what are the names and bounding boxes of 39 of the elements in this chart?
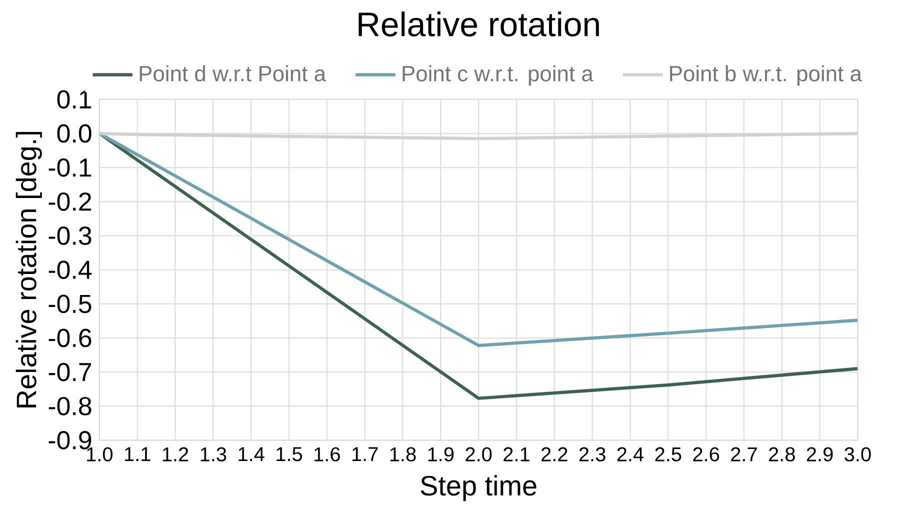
x-tick-label: 3.0 bbox=[844, 447, 871, 462]
y-tick-label: -0.7 bbox=[48, 363, 92, 382]
line-series bbox=[99, 132, 858, 348]
x-tick-label: 2.0 bbox=[466, 447, 492, 462]
x-tick-label: 1.1 bbox=[124, 447, 150, 462]
y-tick-label: -0.4 bbox=[48, 260, 92, 280]
x-tick-label: 1.0 bbox=[87, 447, 113, 462]
x-axis-title: Step time bbox=[420, 475, 536, 502]
x-tick-label: 1.9 bbox=[428, 447, 454, 462]
x-tick-label: 2.7 bbox=[731, 447, 757, 462]
y-tick-label: -0.5 bbox=[48, 294, 92, 314]
y-tick-label: -0.8 bbox=[48, 397, 92, 416]
y-tick-label: 0.0 bbox=[57, 124, 92, 143]
chart-title: Relative rotation bbox=[358, 12, 599, 37]
x-tick-label: 2.2 bbox=[542, 447, 568, 462]
x-tick-label: 1.7 bbox=[352, 447, 378, 462]
x-tick-label: 1.5 bbox=[276, 447, 302, 462]
x-tick-label: 2.8 bbox=[769, 447, 795, 462]
x-tick-label: 1.4 bbox=[238, 447, 264, 462]
y-axis-title: Relative rotation [deg.] bbox=[16, 132, 42, 408]
x-tick-label: 2.3 bbox=[579, 447, 606, 462]
y-tick-label: -0.6 bbox=[48, 328, 92, 348]
y-tick-label: -0.1 bbox=[48, 158, 92, 177]
y-tick-label: 0.1 bbox=[57, 90, 92, 109]
y-tick-label: -0.9 bbox=[48, 431, 92, 450]
x-tick-label: 2.5 bbox=[655, 447, 682, 462]
x-tick-label: 2.1 bbox=[504, 447, 530, 462]
x-tick-label: 1.6 bbox=[314, 447, 340, 462]
x-tick-label: 2.6 bbox=[693, 447, 720, 462]
legend-label: Point c w.r.t. point a bbox=[402, 66, 594, 86]
y-tick-label: -0.3 bbox=[48, 226, 92, 246]
x-tick-label: 2.9 bbox=[806, 447, 833, 462]
y-tick-label: -0.2 bbox=[48, 192, 92, 212]
x-tick-label: 2.4 bbox=[617, 447, 644, 462]
x-tick-label: 1.2 bbox=[162, 447, 188, 462]
x-tick-label: 1.8 bbox=[390, 447, 416, 462]
x-tick-label: 1.3 bbox=[200, 447, 226, 462]
legend-label: Point b w.r.t. point a bbox=[670, 66, 862, 86]
legend-label: Point d w.r.t Point a bbox=[140, 66, 326, 82]
